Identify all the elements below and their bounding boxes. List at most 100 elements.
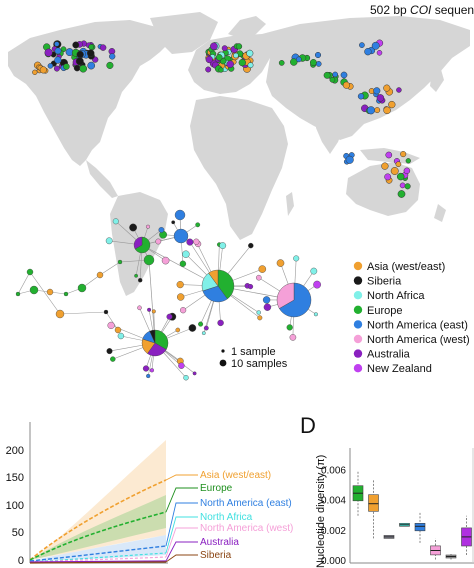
map-sample-dot [381, 162, 389, 170]
map-sample-dot [396, 87, 402, 93]
network-node [145, 224, 150, 229]
network-node [217, 319, 224, 327]
panel-d-boxes [352, 470, 472, 560]
network-node [198, 321, 204, 327]
panel-d-y-tick: 0.004 [321, 496, 346, 507]
map-scandinavia [228, 16, 266, 40]
map-sample-dot [47, 63, 54, 69]
network-node-slice [154, 329, 169, 350]
network-node [248, 242, 254, 249]
map-sample-dot [205, 55, 213, 64]
map-title-post: sequence [434, 3, 474, 17]
network-node-slice [134, 236, 151, 254]
panel-c-y-tick: 100 [6, 500, 24, 512]
map-sample-dot [246, 49, 254, 57]
network-node [15, 291, 21, 297]
map-sample-dot [400, 151, 407, 158]
network-node [26, 268, 34, 276]
curve-label: Siberia [200, 550, 232, 561]
panel-d-letter: D [300, 413, 316, 438]
network-node [46, 288, 54, 296]
legend-label: Asia (west/east) [367, 261, 445, 273]
curve-leader [165, 516, 198, 554]
panel-c-y-tick: 0 [18, 555, 24, 567]
map-sample-dot [39, 66, 47, 74]
legend-swatch [353, 364, 363, 373]
curve-leader [165, 527, 198, 558]
network-node [310, 267, 318, 275]
network-node [173, 228, 189, 244]
map-sample-dot [54, 47, 62, 55]
map-sample-dot [221, 45, 228, 52]
network-node [203, 325, 209, 331]
map-sample-dot [76, 50, 84, 59]
map-greenland [150, 12, 218, 54]
map-sample-dot [99, 44, 107, 51]
network-node [255, 274, 262, 281]
map-sample-dot [88, 44, 94, 50]
panel-c-leaders [165, 474, 198, 563]
network-node [195, 222, 201, 228]
network-edge [99, 261, 121, 276]
legend-swatch [353, 276, 363, 285]
network-node [262, 296, 271, 304]
network-legend: Asia (west/east) Siberia North Africa Europ… [219, 261, 470, 375]
network-node [182, 250, 190, 258]
network-node [180, 307, 187, 314]
map-sample-dot [329, 76, 336, 83]
legend-label: New Zealand [367, 363, 432, 375]
network-node [117, 259, 123, 265]
map-africa [190, 96, 288, 240]
map-sample-dot [340, 71, 348, 79]
map-new-zealand [434, 204, 446, 222]
network-node [257, 315, 263, 321]
network-node [188, 324, 197, 332]
network-node [146, 373, 151, 379]
map-sample-dot [397, 190, 406, 198]
map-sample-dot [323, 71, 331, 79]
map-sample-dot [109, 53, 116, 60]
legend-label: North Africa [367, 290, 425, 302]
haplotype-network [15, 209, 321, 381]
network-node [105, 237, 113, 245]
legend-swatch [353, 320, 363, 329]
network-node [143, 254, 155, 266]
map-sample-dot [376, 50, 383, 56]
map-madagascar [286, 192, 294, 216]
panel-c: 0 50 100 150 200 Asia (west/east) Europe North… [6, 422, 293, 567]
size-key-small [221, 349, 225, 353]
network-node [147, 307, 152, 312]
network-node [176, 281, 184, 289]
network-edge [29, 271, 61, 315]
curve-leader [165, 487, 198, 513]
network-node [183, 375, 189, 381]
map-sample-dot [395, 161, 402, 168]
map-sample-dot [226, 60, 234, 68]
network-node [193, 238, 200, 245]
map-sample-dot [385, 151, 393, 159]
network-node [29, 285, 39, 295]
map-sample-dot [290, 58, 298, 66]
map-sample-dot [247, 62, 254, 69]
map-sample-dot [63, 63, 70, 70]
network-node [134, 273, 139, 278]
legend-label: Europe [367, 305, 402, 317]
map-sample-dot [233, 52, 239, 59]
panel-d-y-tick: 0.000 [321, 556, 346, 567]
network-node-slice [208, 269, 219, 287]
map-sample-dot [373, 87, 381, 95]
curve-label: North America (west) [200, 523, 293, 534]
curve-na-east [29, 545, 167, 562]
network-node [256, 310, 261, 315]
network-node [263, 303, 272, 311]
map-title-pre: 502 bp [370, 3, 411, 17]
panel-c-curve-labels: Asia (west/east) Europe North America (eas… [200, 470, 293, 561]
map-sample-dot [79, 64, 88, 73]
map-sample-dot [32, 69, 38, 75]
network-node [63, 291, 69, 297]
curve-label: North America (east) [200, 498, 292, 509]
curve-siberia [29, 561, 167, 564]
band-na-east [30, 535, 166, 561]
map-sample-dot [215, 54, 223, 61]
map-sample-dot [399, 182, 406, 189]
